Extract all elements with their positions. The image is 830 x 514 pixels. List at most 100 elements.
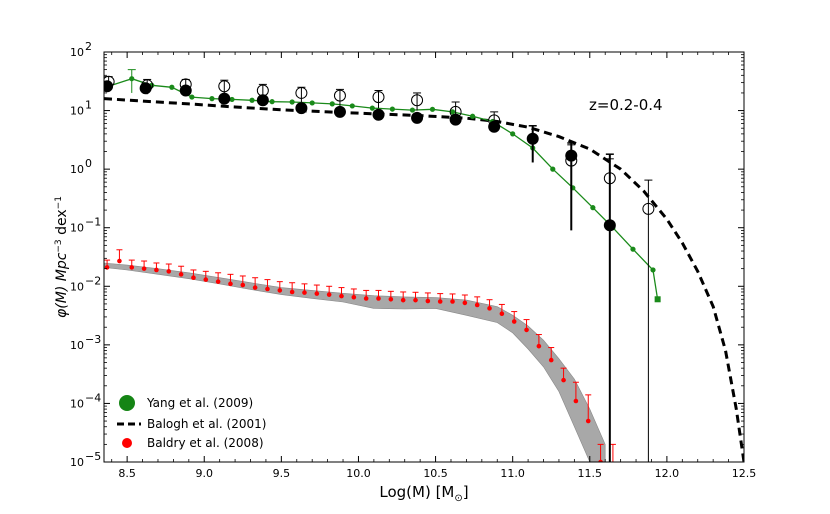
open-point (295, 86, 308, 99)
yang-point (169, 84, 175, 90)
filled-point (449, 113, 462, 126)
redshift-annotation: z=0.2-0.4 (589, 96, 663, 114)
yang-point (129, 76, 135, 82)
baldry-point (511, 319, 517, 324)
baldry-point (203, 277, 209, 282)
baldry-point (277, 288, 283, 293)
x-axis-label-main: Log(M) [M (379, 483, 454, 501)
baldry-point (228, 281, 233, 287)
yang-point (510, 131, 516, 137)
x-tick-label: 11.0 (500, 467, 525, 480)
y-tick-label: 10 (70, 456, 84, 469)
filled-point (411, 111, 424, 124)
x-axis-label: Log(M) [M⊙] (379, 483, 468, 504)
y-axis-label: φ(M) Mpc−3 dex−1 (54, 196, 70, 318)
yang-point (269, 99, 275, 105)
yang-point (654, 296, 661, 303)
baldry-point (166, 269, 172, 274)
yang-point (449, 109, 456, 115)
baldry-point (548, 357, 554, 363)
filled-point (565, 149, 578, 162)
open-point (333, 89, 346, 102)
x-tick-label: 12.0 (655, 467, 680, 480)
baldry-point (141, 266, 147, 271)
baldry-point (326, 292, 332, 297)
y-tick-label-exponent: −5 (85, 450, 101, 463)
yang-point (249, 97, 255, 103)
yang-point (309, 100, 315, 106)
baldry-point (499, 311, 505, 317)
baldry-point (598, 459, 603, 462)
baldry-band-layer (104, 262, 606, 462)
baldry-point (487, 306, 492, 311)
filled-point (603, 219, 616, 232)
yang-point (189, 94, 195, 100)
baldry-point (178, 272, 184, 277)
baldry-point (561, 377, 566, 383)
series-layer (104, 69, 744, 462)
legend-label-yang: Yang et al. (2009) (146, 396, 253, 410)
filled-point (488, 120, 501, 133)
x-tick-label: 9.5 (273, 467, 291, 480)
yang-point (289, 99, 295, 105)
yang-point (229, 96, 235, 103)
yang-point (590, 205, 596, 211)
y-axis-label-sup1: −3 (54, 239, 64, 252)
y-tick-label-exponent: 0 (85, 157, 92, 170)
yang-point (349, 103, 355, 109)
baldry-point (117, 258, 122, 264)
filled-point (372, 108, 385, 121)
baldry-point (363, 296, 369, 301)
baldry-point (388, 296, 394, 302)
y-tick-label: 10 (70, 105, 84, 118)
yang-point (209, 96, 215, 102)
x-tick-label: 11.5 (578, 467, 603, 480)
y-axis-label-sup2: −1 (54, 196, 64, 209)
filled-point (139, 82, 152, 95)
y-tick-label-exponent: −4 (85, 391, 101, 404)
baldry-point (215, 279, 221, 284)
y-tick-label: 10 (70, 339, 84, 352)
baldry-point (573, 398, 579, 404)
baldry-point (450, 299, 455, 304)
baldry-point (462, 300, 468, 306)
y-tick-label-exponent: −3 (85, 333, 101, 346)
y-tick-label: 10 (70, 280, 84, 293)
open-point (642, 202, 655, 215)
yang-point (389, 106, 395, 112)
baldry-point (265, 286, 270, 292)
yang-point (329, 101, 335, 107)
baldry-point (191, 275, 196, 281)
plot-frame (103, 51, 745, 463)
y-tick-label: 10 (70, 46, 84, 59)
open-point (411, 94, 424, 107)
yang-point (409, 107, 416, 113)
legend-marker-yang (119, 395, 135, 411)
baldry-point (302, 290, 307, 295)
x-axis-label-sub: ⊙ (454, 493, 462, 504)
filled-point (104, 80, 114, 93)
baldry-point (437, 299, 443, 304)
legend-label-balogh: Balogh et al. (2001) (147, 417, 266, 431)
baldry-point (585, 418, 591, 424)
legend-label-baldry: Baldry et al. (2008) (147, 436, 264, 450)
filled-point (333, 105, 346, 118)
y-tick-label: 10 (70, 397, 84, 410)
y-tick-label: 10 (70, 163, 84, 176)
filled-point (526, 132, 539, 145)
x-tick-label: 8.5 (118, 467, 136, 480)
x-tick-label: 10.0 (346, 467, 371, 480)
yang-point (429, 106, 436, 112)
baldry-point (314, 291, 320, 296)
baldry-point (289, 289, 295, 295)
yang-point (650, 267, 656, 273)
open-point (372, 91, 385, 104)
baldry-point (351, 294, 357, 300)
yang-point (469, 113, 476, 119)
baldry-point (252, 285, 258, 290)
baldry-point (474, 302, 480, 308)
legend-marker-baldry (122, 438, 132, 448)
baldry-point (413, 297, 418, 303)
y-tick-label-exponent: −2 (85, 274, 101, 287)
